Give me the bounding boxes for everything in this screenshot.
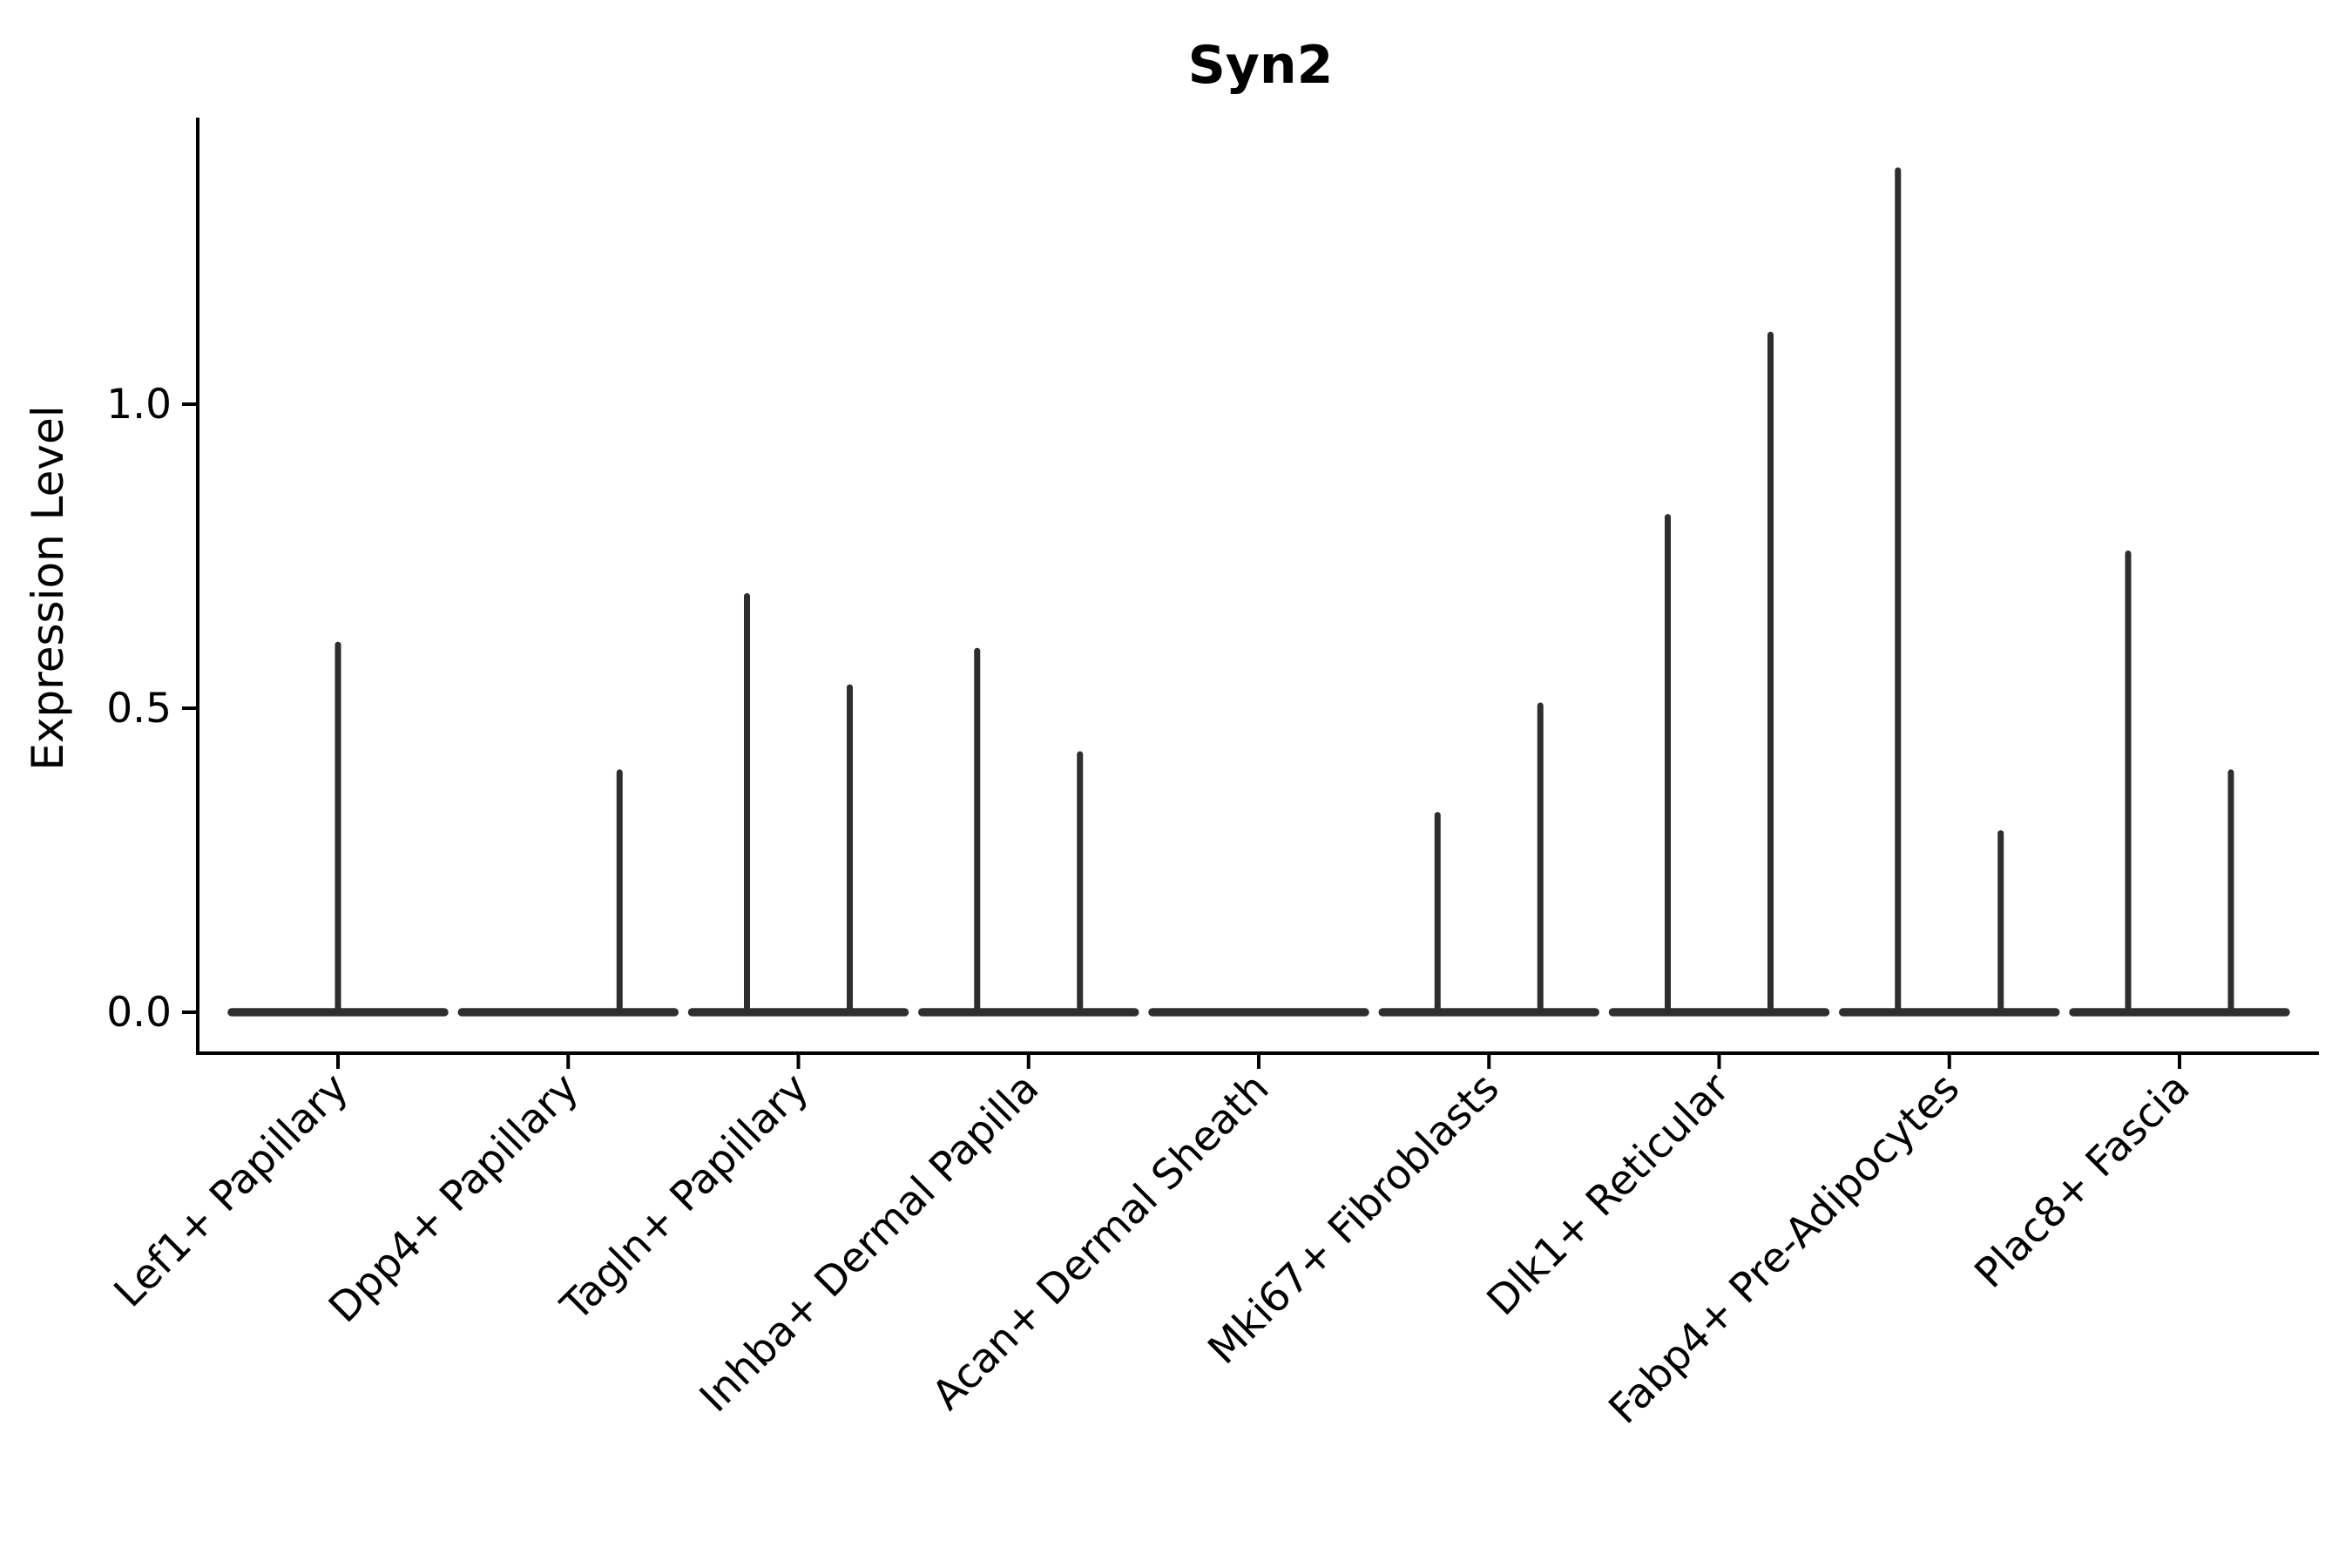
violin xyxy=(457,769,679,1017)
violin xyxy=(2069,551,2290,1017)
x-tick-label: Lef1+ Papillary xyxy=(105,1064,358,1317)
violin xyxy=(227,641,449,1017)
violin xyxy=(687,592,909,1017)
violin xyxy=(1378,702,1599,1017)
x-tick-label: Dlk1+ Reticular xyxy=(1478,1064,1740,1325)
y-tick-label: 0.0 xyxy=(106,989,172,1037)
y-tick-label: 0.5 xyxy=(106,685,172,733)
violins-group xyxy=(227,167,2290,1017)
violin xyxy=(1839,167,2060,1017)
x-tick-label: Dpp4+ Papillary xyxy=(320,1064,588,1333)
violin xyxy=(918,647,1139,1017)
violin xyxy=(1608,331,1830,1017)
y-tick-label: 1.0 xyxy=(106,381,172,429)
x-tick-label: Tagln+ Papillary xyxy=(551,1064,818,1331)
x-tick-label: Plac8+ Fascia xyxy=(1966,1064,2200,1298)
axes-group xyxy=(182,118,2319,1069)
chart-title: Syn2 xyxy=(1188,35,1334,96)
y-axis-label: Expression Level xyxy=(23,405,73,770)
